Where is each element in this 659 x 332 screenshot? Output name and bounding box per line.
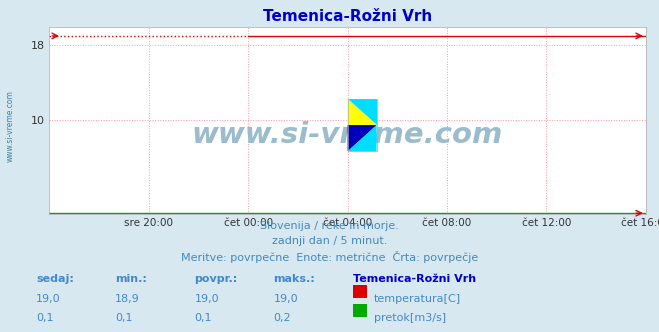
Text: 19,0: 19,0	[194, 294, 219, 304]
Text: sedaj:: sedaj:	[36, 274, 74, 284]
Text: 19,0: 19,0	[273, 294, 298, 304]
Text: zadnji dan / 5 minut.: zadnji dan / 5 minut.	[272, 236, 387, 246]
Text: www.si-vreme.com: www.si-vreme.com	[5, 90, 14, 162]
Text: 19,0: 19,0	[36, 294, 61, 304]
Text: Temenica-Rožni Vrh: Temenica-Rožni Vrh	[353, 274, 476, 284]
Text: min.:: min.:	[115, 274, 147, 284]
Polygon shape	[348, 99, 376, 125]
Text: Slovenija / reke in morje.: Slovenija / reke in morje.	[260, 221, 399, 231]
Text: maks.:: maks.:	[273, 274, 315, 284]
Polygon shape	[348, 125, 376, 151]
Text: Meritve: povrpečne  Enote: metrične  Črta: povrpečje: Meritve: povrpečne Enote: metrične Črta:…	[181, 251, 478, 263]
Text: povpr.:: povpr.:	[194, 274, 238, 284]
Bar	[348, 99, 376, 151]
Text: www.si-vreme.com: www.si-vreme.com	[192, 122, 503, 149]
Text: pretok[m3/s]: pretok[m3/s]	[374, 313, 445, 323]
Text: 18,9: 18,9	[115, 294, 140, 304]
Text: temperatura[C]: temperatura[C]	[374, 294, 461, 304]
Polygon shape	[348, 125, 376, 151]
Text: 0,1: 0,1	[115, 313, 133, 323]
Text: 0,1: 0,1	[194, 313, 212, 323]
Polygon shape	[348, 99, 376, 125]
Text: 0,1: 0,1	[36, 313, 54, 323]
Title: Temenica-Rožni Vrh: Temenica-Rožni Vrh	[263, 9, 432, 24]
Text: 0,2: 0,2	[273, 313, 291, 323]
